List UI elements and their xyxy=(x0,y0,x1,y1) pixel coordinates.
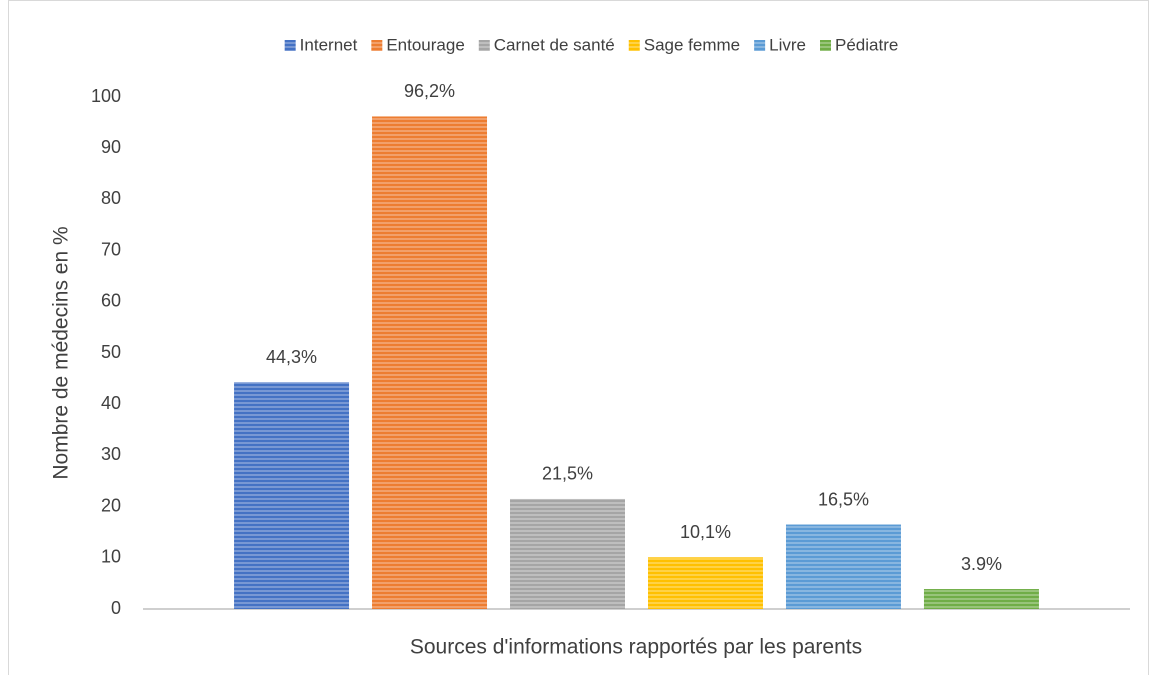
legend-item: Internet xyxy=(284,35,358,54)
legend-swatch xyxy=(628,40,640,51)
data-label: 44,3% xyxy=(266,347,317,367)
y-tick-label: 40 xyxy=(101,393,121,413)
legend-label: Entourage xyxy=(386,35,464,54)
legend-item: Sage femme xyxy=(628,35,740,54)
legend-swatch xyxy=(754,40,766,51)
bar xyxy=(510,498,626,609)
y-axis-title: Nombre de médecins en % xyxy=(50,226,73,479)
y-tick-label: 90 xyxy=(101,137,121,157)
y-tick-label: 70 xyxy=(101,239,121,259)
legend-swatch xyxy=(478,40,490,51)
legend-item: Pédiatre xyxy=(820,35,898,54)
y-tick-label: 100 xyxy=(91,86,121,106)
legend-item: Carnet de santé xyxy=(478,35,615,54)
legend-swatch xyxy=(284,40,296,51)
legend-item: Entourage xyxy=(371,35,465,54)
legend-swatch xyxy=(371,40,383,51)
legend-label: Internet xyxy=(300,35,358,54)
legend-label: Pédiatre xyxy=(835,35,898,54)
y-tick-label: 60 xyxy=(101,291,121,311)
chart-frame xyxy=(8,0,1149,675)
y-tick-label: 80 xyxy=(101,188,121,208)
data-label: 96,2% xyxy=(404,81,455,101)
data-label: 3.9% xyxy=(961,554,1002,574)
bar xyxy=(785,524,901,609)
bar xyxy=(923,589,1039,609)
y-tick-label: 20 xyxy=(101,495,121,515)
y-tick-label: 50 xyxy=(101,342,121,362)
legend-label: Sage femme xyxy=(644,35,740,54)
y-tick-label: 0 xyxy=(111,598,121,618)
bar xyxy=(647,557,763,609)
data-label: 21,5% xyxy=(542,464,593,484)
legend-item: Livre xyxy=(754,35,806,54)
y-tick-label: 10 xyxy=(101,547,121,567)
data-label: 16,5% xyxy=(818,489,869,509)
data-label: 10,1% xyxy=(680,522,731,542)
bar xyxy=(372,116,488,610)
legend-swatch xyxy=(820,40,831,51)
bar xyxy=(234,382,350,609)
legend-label: Livre xyxy=(769,35,806,54)
x-axis-title: Sources d'informations rapportés par les… xyxy=(410,636,862,659)
y-tick-label: 30 xyxy=(101,444,121,464)
legend-label: Carnet de santé xyxy=(494,35,615,54)
